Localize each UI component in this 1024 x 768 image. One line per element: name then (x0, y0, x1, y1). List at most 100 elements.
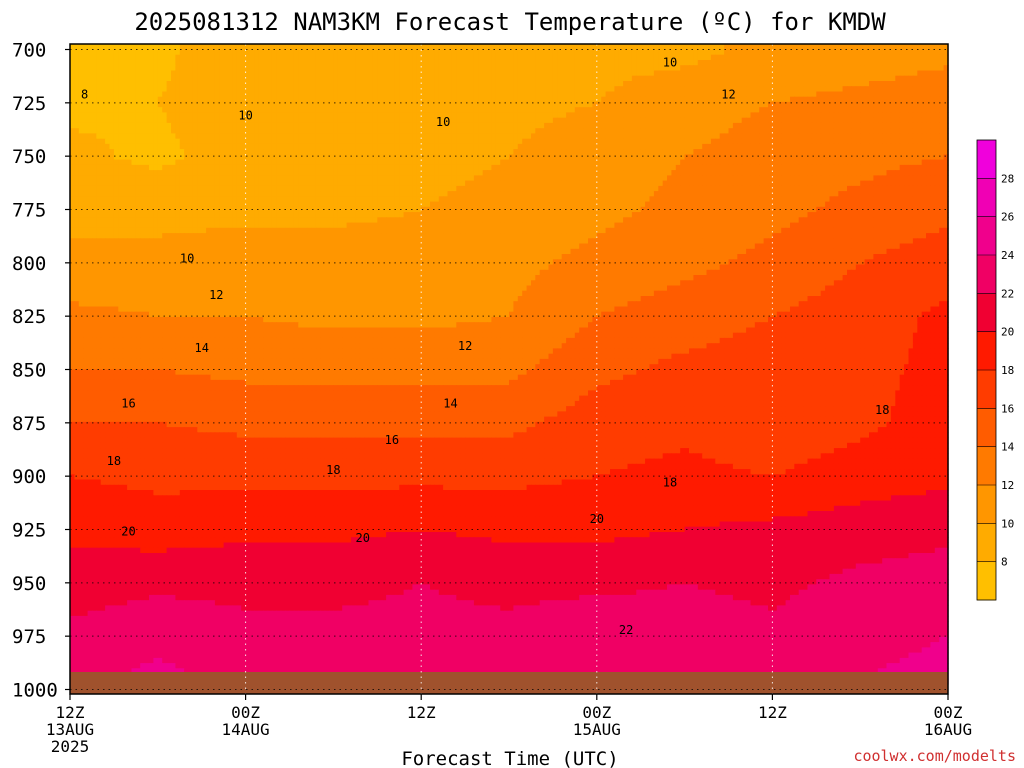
temperature-cell (790, 97, 795, 103)
temperature-cell (505, 175, 510, 181)
temperature-cell (772, 123, 777, 129)
temperature-cell (685, 71, 690, 77)
temperature-cell (873, 133, 878, 139)
temperature-cell (140, 60, 145, 66)
temperature-cell (619, 170, 624, 176)
temperature-cell (491, 154, 496, 160)
temperature-cell (746, 71, 751, 77)
temperature-cell (751, 107, 756, 113)
temperature-cell (667, 165, 672, 171)
temperature-cell (316, 107, 321, 113)
temperature-cell (878, 149, 883, 155)
temperature-cell (588, 154, 593, 160)
temperature-cell (628, 65, 633, 71)
temperature-cell (268, 86, 273, 92)
temperature-cell (105, 165, 110, 171)
temperature-cell (74, 107, 79, 113)
temperature-cell (847, 112, 852, 118)
temperature-cell (101, 112, 106, 118)
temperature-cell (505, 65, 510, 71)
temperature-cell (557, 170, 562, 176)
temperature-cell (658, 118, 663, 124)
temperature-cell (114, 81, 119, 87)
temperature-cell (597, 118, 602, 124)
temperature-cell (193, 149, 198, 155)
temperature-cell (939, 112, 944, 118)
temperature-cell (720, 107, 725, 113)
temperature-cell (531, 107, 536, 113)
temperature-cell (386, 92, 391, 98)
temperature-cell (180, 149, 185, 155)
temperature-cell (189, 160, 194, 166)
temperature-cell (399, 76, 404, 82)
temperature-cell (487, 128, 492, 134)
temperature-cell (434, 55, 439, 61)
temperature-cell (636, 175, 641, 181)
temperature-cell (693, 65, 698, 71)
temperature-cell (671, 128, 676, 134)
temperature-cell (175, 92, 180, 98)
temperature-cell (729, 175, 734, 181)
temperature-cell (847, 92, 852, 98)
temperature-cell (663, 71, 668, 77)
temperature-cell (667, 170, 672, 176)
temperature-cell (391, 118, 396, 124)
temperature-cell (171, 107, 176, 113)
temperature-cell (83, 118, 88, 124)
temperature-cell (461, 107, 466, 113)
temperature-cell (153, 97, 158, 103)
temperature-cell (153, 133, 158, 139)
temperature-cell (132, 112, 137, 118)
temperature-cell (254, 133, 259, 139)
temperature-cell (838, 170, 843, 176)
temperature-cell (105, 86, 110, 92)
temperature-cell (303, 81, 308, 87)
temperature-cell (882, 55, 887, 61)
temperature-cell (333, 71, 338, 77)
temperature-cell (123, 139, 128, 145)
temperature-cell (544, 139, 549, 145)
temperature-cell (930, 160, 935, 166)
temperature-cell (136, 81, 141, 87)
temperature-cell (430, 118, 435, 124)
temperature-cell (812, 118, 817, 124)
temperature-cell (816, 149, 821, 155)
temperature-cell (930, 139, 935, 145)
temperature-cell (487, 144, 492, 150)
temperature-cell (667, 81, 672, 87)
temperature-cell (786, 175, 791, 181)
temperature-cell (470, 123, 475, 129)
temperature-cell (685, 128, 690, 134)
temperature-cell (623, 92, 628, 98)
temperature-cell (443, 149, 448, 155)
temperature-cell (628, 149, 633, 155)
temperature-cell (641, 92, 646, 98)
temperature-cell (860, 71, 865, 77)
temperature-cell (448, 76, 453, 82)
temperature-cell (496, 160, 501, 166)
temperature-cell (351, 86, 356, 92)
temperature-cell (412, 128, 417, 134)
temperature-cell (505, 133, 510, 139)
temperature-cell (259, 128, 264, 134)
temperature-cell (329, 118, 334, 124)
temperature-cell (470, 65, 475, 71)
temperature-cell (246, 65, 251, 71)
temperature-cell (794, 81, 799, 87)
temperature-cell (834, 165, 839, 171)
temperature-cell (658, 81, 663, 87)
temperature-cell (470, 175, 475, 181)
temperature-cell (575, 149, 580, 155)
temperature-cell (764, 160, 769, 166)
temperature-cell (434, 81, 439, 87)
temperature-cell (408, 128, 413, 134)
temperature-cell (276, 149, 281, 155)
temperature-cell (562, 154, 567, 160)
temperature-cell (759, 160, 764, 166)
temperature-cell (531, 60, 536, 66)
temperature-cell (74, 76, 79, 82)
temperature-cell (878, 154, 883, 160)
temperature-cell (434, 60, 439, 66)
temperature-cell (412, 65, 417, 71)
temperature-cell (702, 118, 707, 124)
